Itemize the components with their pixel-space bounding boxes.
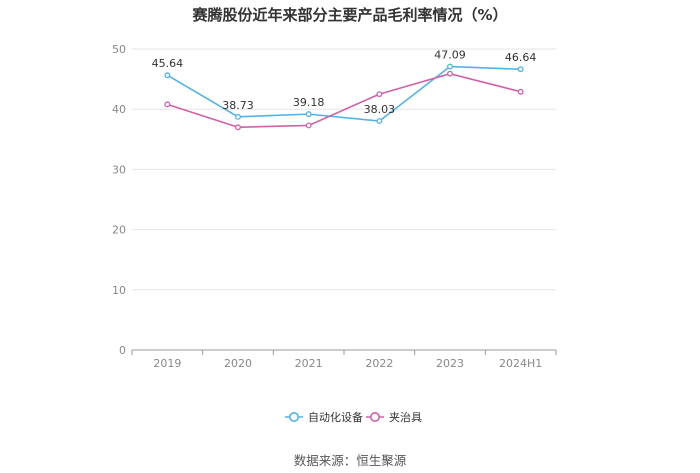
data-point bbox=[235, 113, 241, 120]
data-source: 数据来源：恒生聚源 bbox=[293, 453, 407, 468]
legend: 自动化设备 夹治具 bbox=[285, 410, 422, 424]
data-point bbox=[376, 91, 383, 98]
data-point bbox=[305, 122, 312, 129]
chart-title: 赛腾股份近年来部分主要产品毛利率情况（%） bbox=[192, 6, 508, 24]
data-point bbox=[164, 72, 171, 79]
y-tick-label: 50 bbox=[112, 43, 126, 56]
data-label: 38.03 bbox=[364, 103, 396, 116]
y-tick-label: 40 bbox=[112, 103, 126, 116]
data-label: 47.09 bbox=[434, 49, 466, 62]
data-point bbox=[235, 124, 241, 131]
data-point bbox=[376, 118, 383, 125]
data-label: 45.64 bbox=[152, 57, 184, 70]
x-axis: 2019 2020 2021 2022 2023 2024H1 bbox=[131, 349, 557, 370]
data-label: 46.64 bbox=[505, 51, 537, 64]
y-tick-label: 10 bbox=[112, 284, 126, 297]
data-point bbox=[517, 88, 524, 95]
legend-marker bbox=[288, 411, 299, 422]
x-tick-label: 2023 bbox=[436, 357, 464, 370]
data-point bbox=[305, 111, 312, 118]
legend-label: 自动化设备 bbox=[308, 410, 363, 424]
legend-marker bbox=[369, 411, 380, 422]
legend-label: 夹治具 bbox=[389, 410, 422, 424]
data-point bbox=[447, 63, 453, 70]
data-label: 38.73 bbox=[222, 99, 254, 112]
data-point bbox=[517, 66, 524, 73]
y-tick-label: 20 bbox=[112, 224, 126, 237]
data-point bbox=[164, 101, 171, 108]
x-tick-label: 2019 bbox=[153, 357, 181, 370]
x-tick-label: 2020 bbox=[224, 357, 252, 370]
x-tick-label: 2021 bbox=[295, 357, 323, 370]
data-label: 39.18 bbox=[293, 96, 325, 109]
y-axis-ticks: 0 10 20 30 40 50 bbox=[112, 43, 126, 357]
x-tick-label: 2022 bbox=[365, 357, 393, 370]
x-tick-label: 2024H1 bbox=[499, 357, 542, 370]
series-line bbox=[166, 65, 521, 122]
series-lines: 45.64 38.73 39.18 38.03 47.09 46.64 bbox=[152, 49, 537, 131]
data-point bbox=[447, 70, 453, 77]
y-tick-label: 0 bbox=[119, 344, 126, 357]
series-line bbox=[167, 72, 521, 129]
y-tick-label: 30 bbox=[112, 163, 126, 176]
